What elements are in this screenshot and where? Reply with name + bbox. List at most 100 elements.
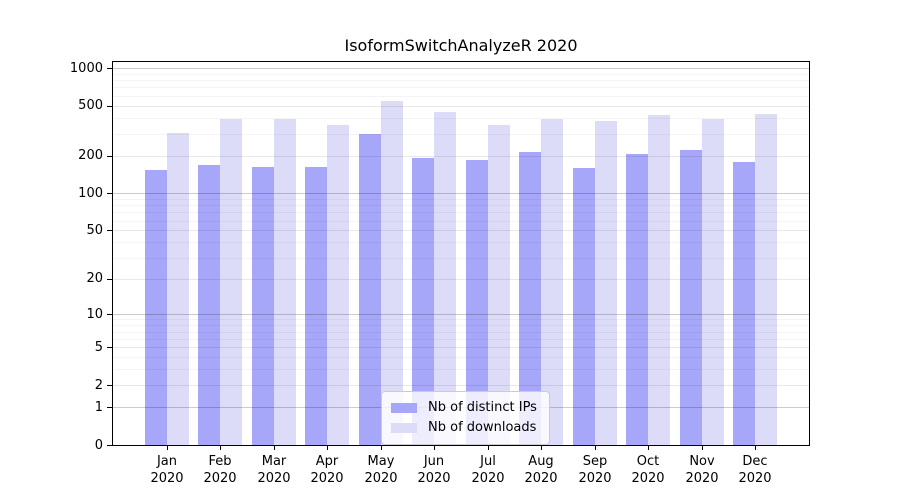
y-tick-mark [107, 193, 112, 194]
bar-downloads [434, 111, 457, 445]
gridline [113, 313, 809, 315]
gridline [113, 331, 809, 333]
y-tick-mark [107, 279, 112, 280]
gridline [113, 105, 809, 107]
legend-item-distinct-ips: Nb of distinct IPs [391, 398, 537, 418]
plot-area [113, 62, 809, 445]
y-tick-label: 0 [94, 438, 103, 453]
legend-swatch-distinct-ips [391, 403, 417, 413]
bar-distinct-ips [412, 157, 435, 445]
y-tick-mark [107, 314, 112, 315]
gridline [113, 368, 809, 370]
x-tick-mark [274, 445, 275, 450]
bar-distinct-ips [144, 170, 167, 445]
y-tick-mark [107, 156, 112, 157]
bar-distinct-ips [465, 160, 488, 445]
x-tick-mark [381, 445, 382, 450]
y-tick-mark [107, 106, 112, 107]
x-tick-label: Sep 2020 [578, 454, 612, 486]
y-tick-label: 200 [78, 148, 103, 163]
bar-downloads [701, 119, 724, 445]
y-tick-mark [107, 407, 112, 408]
grid-layer [113, 62, 809, 445]
x-tick-label: Apr 2020 [310, 454, 344, 486]
x-tick-label: Mar 2020 [257, 454, 291, 486]
bar-distinct-ips [626, 153, 649, 445]
bar-downloads [380, 101, 403, 445]
y-tick-mark [107, 347, 112, 348]
x-tick-label: Nov 2020 [685, 454, 719, 486]
gridline [113, 211, 809, 213]
gridline [113, 117, 809, 119]
bar-downloads [755, 114, 778, 445]
gridline [113, 346, 809, 348]
legend-label-downloads: Nb of downloads [428, 420, 537, 435]
gridline [113, 155, 809, 157]
bar-downloads [273, 119, 296, 445]
bar-distinct-ips [733, 161, 756, 445]
x-tick-mark [595, 445, 596, 450]
gridline [113, 95, 809, 97]
gridline [113, 324, 809, 326]
y-tick-mark [107, 230, 112, 231]
x-tick-label: Jan 2020 [150, 454, 184, 486]
y-tick-label: 100 [78, 186, 103, 201]
gridline [113, 198, 809, 200]
bar-downloads [541, 118, 564, 445]
gridline [113, 356, 809, 358]
x-tick-mark [167, 445, 168, 450]
x-tick-mark [220, 445, 221, 450]
y-tick-label: 2 [94, 378, 103, 393]
bar-distinct-ips [358, 134, 381, 445]
x-tick-mark [488, 445, 489, 450]
bar-distinct-ips [572, 167, 595, 445]
x-tick-mark [327, 445, 328, 450]
y-tick-label: 500 [78, 98, 103, 113]
x-tick-mark [648, 445, 649, 450]
legend-label-distinct-ips: Nb of distinct IPs [428, 400, 537, 415]
x-tick-label: Feb 2020 [203, 454, 237, 486]
y-tick-label: 50 [86, 223, 103, 238]
legend-item-downloads: Nb of downloads [391, 418, 537, 438]
bar-downloads [327, 124, 350, 445]
gridline [113, 204, 809, 206]
bar-downloads [594, 121, 617, 445]
x-tick-label: Jun 2020 [417, 454, 451, 486]
x-tick-label: Jul 2020 [471, 454, 505, 486]
legend: Nb of distinct IPs Nb of downloads [381, 391, 550, 445]
gridline [113, 67, 809, 69]
gridline [113, 318, 809, 320]
x-tick-label: May 2020 [364, 454, 398, 486]
x-tick-label: Aug 2020 [524, 454, 558, 486]
x-tick-mark [755, 445, 756, 450]
bar-distinct-ips [519, 152, 542, 445]
gridline [113, 384, 809, 386]
gridline [113, 241, 809, 243]
y-tick-label: 10 [86, 307, 103, 322]
y-tick-label: 5 [94, 340, 103, 355]
bar-distinct-ips [198, 165, 221, 445]
y-tick-label: 1 [94, 400, 103, 415]
y-tick-mark [107, 68, 112, 69]
y-tick-label: 1000 [69, 61, 103, 76]
gridline [113, 257, 809, 259]
bar-downloads [648, 115, 671, 445]
bars-layer [113, 62, 809, 445]
bar-downloads [220, 118, 243, 445]
bar-distinct-ips [679, 150, 702, 445]
x-tick-mark [434, 445, 435, 450]
bar-distinct-ips [251, 167, 274, 445]
bar-downloads [166, 133, 189, 445]
x-tick-mark [541, 445, 542, 450]
gridline [113, 79, 809, 81]
gridline [113, 229, 809, 231]
y-tick-mark [107, 385, 112, 386]
gridline [113, 73, 809, 75]
gridline [113, 278, 809, 280]
gridline [113, 192, 809, 194]
gridline [113, 86, 809, 88]
x-tick-mark [702, 445, 703, 450]
y-tick-label: 20 [86, 271, 103, 286]
y-tick-mark [107, 445, 112, 446]
